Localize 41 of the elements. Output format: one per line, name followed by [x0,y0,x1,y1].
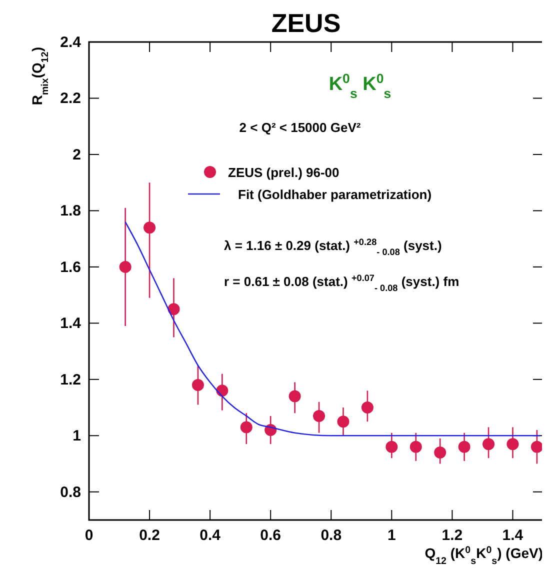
chart-title: ZEUS [271,8,341,38]
legend-label: ZEUS (prel.) 96-00 [228,165,340,180]
point [337,416,350,428]
y-tick-label: 1.4 [60,315,82,332]
y-tick-label: 1 [72,428,81,445]
annotation: 2 < Q² < 15000 GeV² [239,120,362,135]
x-tick-label: 1 [387,527,396,544]
annotation: r = 0.61 ± 0.08 (stat.) $^{+0.07}$$_{- 0.08}$ (syst.) fm [224,273,460,293]
x-tick-label: 1.4 [502,527,524,544]
legend-label: Fit (Goldhaber parametrization) [238,187,432,202]
point [192,379,204,392]
y-tick-label: 1.2 [60,371,81,388]
y-tick-label: 2.4 [60,34,82,51]
x-tick-label: 0.6 [260,527,282,544]
point [144,222,156,234]
point [410,440,422,453]
point [434,446,446,459]
x-tick-label: 1.2 [442,527,463,544]
x-tick-label: 0.2 [139,527,160,544]
point [240,421,252,434]
x-tick-label: 0.4 [200,527,222,544]
y-tick-label: 2.2 [60,90,81,108]
text: Q$_{12}$ (K$^{0}$$_{s}$K$^{0}$$_{s}$) (GeV) [424,544,543,566]
point [530,440,542,453]
point [168,303,180,316]
point [119,260,132,273]
point [506,438,519,450]
y-tick-label: 2 [72,146,81,164]
point [313,410,326,422]
x-tick-label: 0 [84,527,94,544]
point [386,440,398,453]
line-series [124,221,541,436]
y-tick-label: 1.6 [60,258,81,276]
annotation: λ = 1.16 ± 0.29 (stat.) $^{+0.28}$$_{- 0.08}$ (syst.) [224,237,442,257]
x-tick-label: 0.8 [320,527,342,544]
point [458,440,470,453]
point [361,402,374,414]
y-tick-label: 0.8 [60,484,81,501]
point [288,390,301,402]
y-tick-label: 1.8 [60,202,81,220]
point [482,438,495,450]
